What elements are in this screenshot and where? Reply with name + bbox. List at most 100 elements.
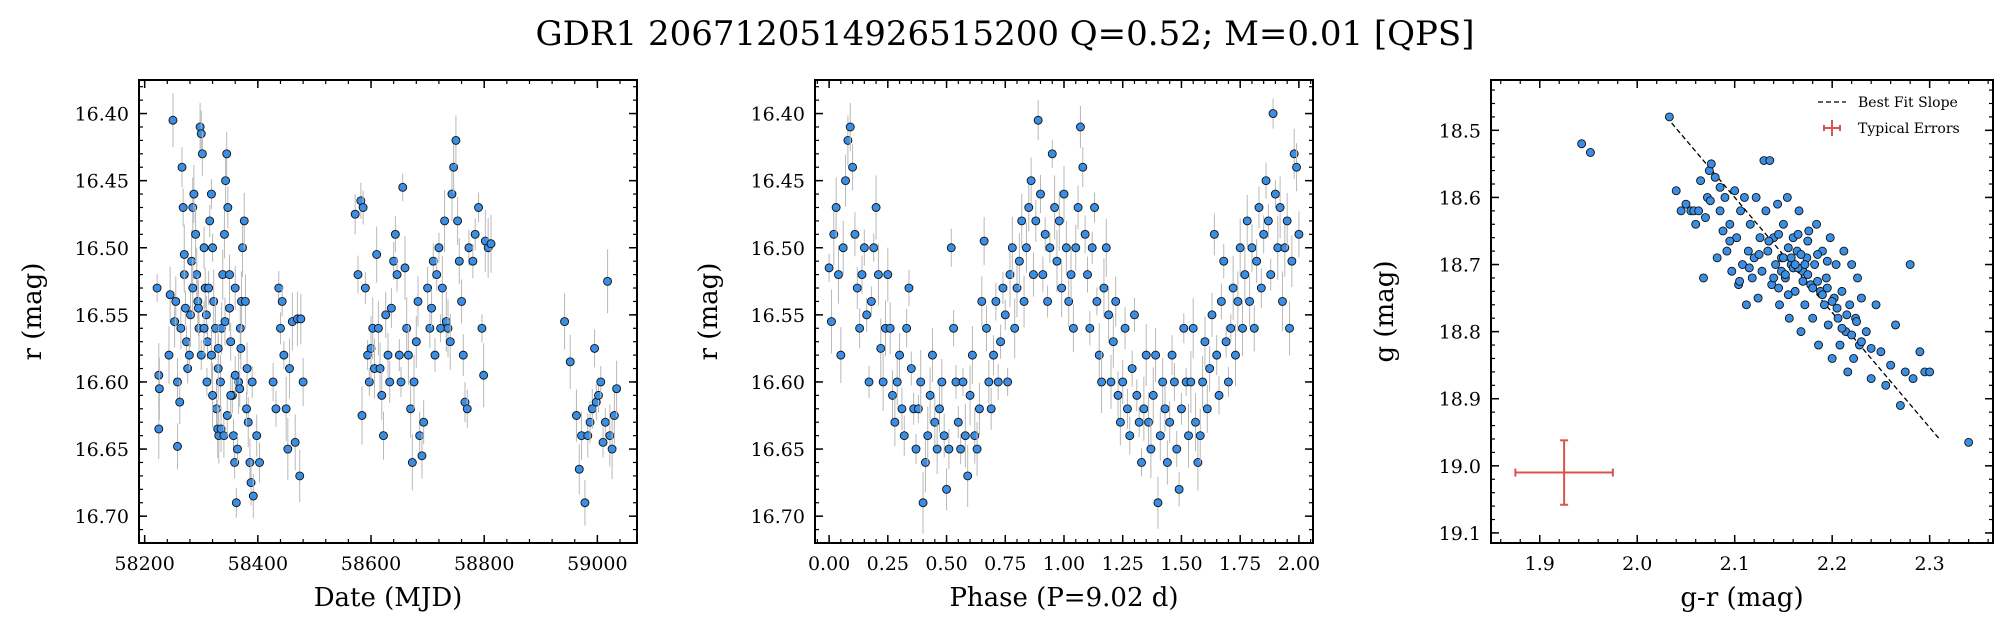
- data-point: [1745, 219, 1755, 229]
- data-point: [965, 390, 975, 400]
- data-point: [173, 377, 182, 387]
- data-point: [1861, 327, 1871, 337]
- data-point: [230, 458, 240, 467]
- data-point: [176, 323, 186, 333]
- data-point: [175, 397, 185, 407]
- data-point: [918, 498, 928, 508]
- data-point: [1808, 313, 1818, 323]
- data-point: [1000, 310, 1010, 320]
- data-point: [1735, 276, 1745, 286]
- data-point: [1739, 192, 1749, 202]
- data-point: [1202, 404, 1212, 414]
- data-point: [1169, 377, 1179, 387]
- data-point: [956, 444, 966, 454]
- data-point: [1813, 250, 1822, 259]
- data-point: [1712, 253, 1722, 263]
- data-point: [1292, 162, 1302, 172]
- color-magnitude-xlabel: g-r (mag): [1680, 583, 1803, 613]
- data-point: [855, 323, 865, 333]
- data-point: [389, 256, 399, 266]
- data-point: [1278, 296, 1287, 306]
- data-point: [1019, 296, 1029, 306]
- data-point: [1915, 347, 1925, 357]
- data-point: [240, 296, 250, 306]
- y-tick-label: 16.70: [751, 506, 805, 528]
- data-point: [883, 270, 893, 280]
- data-point: [1722, 246, 1732, 256]
- data-point: [413, 296, 423, 306]
- data-point: [1115, 417, 1125, 427]
- data-point: [1158, 377, 1168, 387]
- data-point: [171, 296, 181, 306]
- data-point: [1664, 112, 1674, 122]
- data-point: [1174, 484, 1184, 494]
- data-point: [474, 203, 483, 212]
- data-point: [1784, 313, 1794, 323]
- data-point: [486, 239, 496, 249]
- y-tick-label: 16.50: [751, 238, 805, 260]
- data-point: [216, 377, 225, 387]
- data-point: [392, 270, 402, 280]
- y-tick-label: 19.0: [1439, 456, 1481, 478]
- data-point: [1139, 404, 1149, 414]
- data-point: [1191, 417, 1200, 427]
- data-point: [226, 390, 236, 400]
- data-point: [199, 243, 209, 253]
- data-point: [222, 149, 232, 159]
- data-point: [1819, 300, 1829, 310]
- data-point: [428, 256, 438, 266]
- data-point: [850, 229, 860, 239]
- data-point: [1751, 192, 1761, 202]
- data-point: [400, 263, 410, 273]
- data-point: [1804, 226, 1814, 236]
- data-point: [953, 417, 963, 427]
- data-point: [165, 290, 175, 300]
- data-point: [834, 270, 843, 280]
- data-point: [353, 270, 363, 280]
- data-point: [423, 283, 433, 293]
- y-tick-label: 16.65: [751, 439, 805, 461]
- data-point: [1092, 296, 1102, 306]
- data-point: [1021, 243, 1031, 253]
- data-point: [1059, 189, 1069, 199]
- data-point: [904, 283, 914, 293]
- x-tick-label: 1.75: [1219, 553, 1261, 575]
- data-point: [1137, 458, 1146, 467]
- data-point: [1245, 296, 1255, 306]
- data-point: [1817, 290, 1827, 300]
- data-point: [204, 283, 214, 293]
- data-point: [1155, 431, 1165, 441]
- data-point: [245, 458, 255, 467]
- data-point: [402, 323, 412, 333]
- data-point: [453, 216, 463, 226]
- data-point: [390, 229, 400, 239]
- data-point: [1725, 236, 1735, 246]
- data-point: [189, 189, 199, 199]
- phase-curve-xlabel: Phase (P=9.02 d): [949, 583, 1178, 613]
- data-point: [213, 343, 223, 353]
- data-point: [477, 323, 487, 333]
- data-point: [281, 404, 291, 414]
- data-point: [876, 343, 886, 353]
- data-point: [246, 478, 256, 488]
- data-point: [1856, 293, 1866, 303]
- data-point: [1075, 122, 1085, 132]
- data-point: [1068, 323, 1078, 333]
- data-point: [239, 216, 249, 226]
- x-tick-label: 0.75: [984, 553, 1026, 575]
- y-tick-label: 18.8: [1439, 322, 1481, 344]
- data-point: [1908, 374, 1918, 384]
- data-point: [1167, 350, 1177, 360]
- data-point: [202, 377, 212, 387]
- data-point: [906, 364, 916, 373]
- data-point: [178, 203, 188, 212]
- data-point: [221, 176, 231, 186]
- data-point: [381, 310, 391, 320]
- data-point: [1747, 273, 1757, 283]
- data-point: [1184, 431, 1193, 441]
- y-tick-label: 16.50: [75, 238, 129, 260]
- data-point: [873, 270, 883, 280]
- data-point: [857, 270, 867, 280]
- data-point: [1259, 229, 1269, 239]
- data-point: [179, 250, 189, 259]
